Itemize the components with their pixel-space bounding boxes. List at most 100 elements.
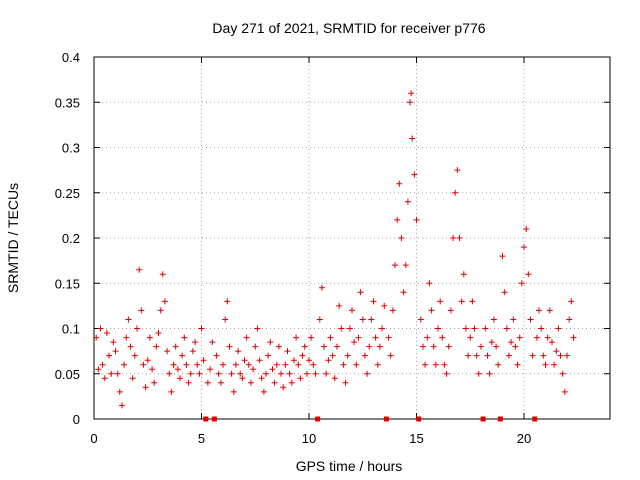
data-point (192, 339, 199, 346)
x-tick-label: 20 (517, 431, 531, 446)
data-point (482, 325, 489, 332)
data-point (213, 352, 220, 359)
y-tick-label: 0.2 (62, 231, 80, 246)
data-point (349, 307, 355, 314)
data-point (299, 352, 306, 359)
data-point (533, 334, 540, 341)
data-point (346, 325, 353, 332)
x-tick-label: 0 (90, 431, 97, 446)
data-point (551, 361, 558, 368)
data-point (181, 334, 188, 341)
data-point (226, 343, 233, 350)
data-point (301, 343, 308, 350)
data-point (241, 357, 248, 364)
data-point (529, 352, 536, 359)
data-point (566, 316, 573, 323)
data-point (458, 298, 465, 305)
data-point (291, 357, 297, 364)
data-point (413, 216, 420, 223)
data-point (353, 361, 360, 368)
data-point (258, 375, 265, 382)
data-point (325, 357, 332, 364)
data-point (404, 198, 411, 205)
zero-marker (497, 416, 503, 422)
data-point (376, 343, 383, 350)
x-tick-label: 15 (409, 431, 423, 446)
data-point (379, 325, 386, 332)
data-point (215, 370, 222, 377)
data-point (486, 370, 493, 377)
data-point (273, 361, 280, 368)
data-point (151, 379, 158, 386)
data-point (138, 307, 145, 314)
data-point (157, 307, 164, 314)
data-point (471, 325, 478, 332)
y-tick-label: 0.3 (62, 141, 80, 156)
data-point (140, 361, 147, 368)
data-point (106, 352, 112, 359)
data-point (303, 370, 310, 377)
data-point (540, 352, 547, 359)
data-point (101, 375, 108, 382)
data-point (187, 370, 194, 377)
data-point (424, 334, 431, 341)
zero-marker (315, 416, 321, 422)
data-point (409, 135, 416, 142)
x-tick-label: 10 (302, 431, 316, 446)
data-point (127, 343, 134, 350)
zero-marker (211, 416, 217, 422)
x-axis-ticks: 0 5 10 15 20 (90, 57, 531, 446)
data-point (110, 339, 117, 346)
data-point (527, 316, 534, 323)
data-point (465, 352, 472, 359)
data-point (557, 352, 564, 359)
data-point (568, 298, 575, 305)
data-point (189, 348, 196, 355)
data-point (408, 90, 415, 97)
data-point (310, 361, 317, 368)
data-point (114, 370, 121, 377)
data-point (183, 361, 190, 368)
data-point (295, 361, 302, 368)
data-point (514, 361, 521, 368)
data-point (329, 352, 336, 359)
data-point (385, 334, 392, 341)
data-point (342, 379, 349, 386)
data-point (108, 370, 115, 377)
data-point (164, 348, 171, 355)
data-point (316, 316, 323, 323)
data-point (478, 343, 484, 350)
data-point (460, 271, 467, 278)
data-point (516, 334, 523, 341)
y-tick-label: 0.4 (62, 50, 80, 65)
data-point (284, 348, 291, 355)
data-point (503, 325, 510, 332)
data-point (275, 343, 282, 350)
y-tick-label: 0.05 (55, 367, 80, 382)
data-point (422, 361, 429, 368)
data-point (475, 370, 482, 377)
zero-marker (383, 416, 389, 422)
data-point (125, 316, 132, 323)
data-point (344, 352, 351, 359)
y-axis-ticks: 0 0.05 0.1 0.15 0.2 0.25 0.3 0.35 0.4 (55, 50, 610, 427)
data-point (435, 325, 441, 332)
data-point (510, 316, 517, 323)
data-point (123, 334, 130, 341)
data-point (149, 366, 156, 373)
data-point (97, 325, 104, 332)
data-point (392, 262, 398, 269)
data-point (553, 348, 560, 355)
data-point (200, 357, 207, 364)
data-point (450, 235, 457, 241)
data-point (387, 352, 394, 359)
data-point (536, 307, 542, 314)
x-axis-label: GPS time / hours (296, 458, 403, 474)
data-point (103, 330, 110, 336)
y-tick-label: 0.15 (55, 276, 80, 291)
data-point (239, 375, 246, 382)
data-point (235, 348, 242, 355)
data-point (230, 388, 237, 395)
data-point (559, 370, 566, 377)
